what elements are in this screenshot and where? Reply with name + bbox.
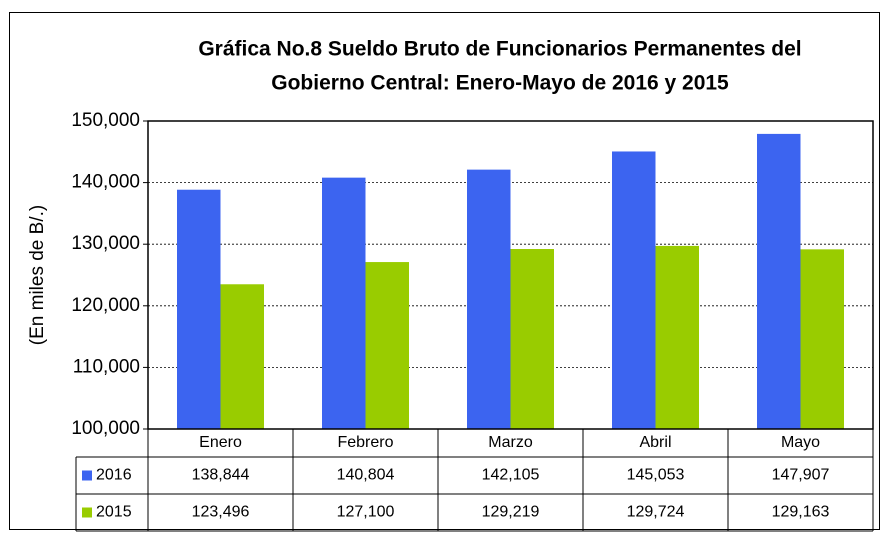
plot-area bbox=[147, 120, 874, 430]
y-tick-label: 150,000 bbox=[71, 110, 140, 131]
bar bbox=[322, 177, 366, 429]
table-cell: 140,804 bbox=[337, 467, 395, 484]
table-cell: 129,724 bbox=[627, 504, 685, 521]
chart-title: Gobierno Central: Enero-Mayo de 2016 y 2… bbox=[271, 72, 729, 95]
y-axis-label: (En miles de B/.) bbox=[27, 205, 48, 345]
bar bbox=[655, 245, 699, 429]
bar bbox=[612, 151, 656, 430]
y-tick-label: 130,000 bbox=[71, 233, 140, 254]
table-cell: 138,844 bbox=[192, 467, 250, 484]
y-tick-label: 110,000 bbox=[73, 356, 140, 377]
bar bbox=[800, 249, 844, 429]
x-tick-label: Enero bbox=[199, 434, 242, 451]
x-tick-label: Abril bbox=[639, 434, 671, 451]
bar bbox=[757, 133, 801, 429]
legend-swatch bbox=[82, 507, 92, 518]
bar bbox=[467, 169, 511, 430]
table-cell: 142,105 bbox=[482, 467, 540, 484]
y-tick-label: 140,000 bbox=[71, 172, 140, 193]
chart-title: Gráfica No.8 Sueldo Bruto de Funcionario… bbox=[198, 38, 801, 61]
table-cell: 129,163 bbox=[772, 504, 830, 521]
y-tick-label: 100,000 bbox=[71, 418, 140, 439]
legend-label: 2016 bbox=[96, 467, 132, 484]
table-cell: 127,100 bbox=[337, 504, 395, 521]
table-cell: 123,496 bbox=[192, 504, 250, 521]
bar bbox=[510, 249, 554, 429]
table-cell: 129,219 bbox=[482, 504, 540, 521]
table-cell: 147,907 bbox=[772, 467, 830, 484]
chart-border bbox=[9, 12, 880, 530]
table-cell: 145,053 bbox=[627, 467, 685, 484]
bar bbox=[365, 262, 409, 429]
y-tick-label: 120,000 bbox=[71, 295, 140, 316]
x-tick-label: Mayo bbox=[781, 434, 820, 451]
legend-label: 2015 bbox=[96, 504, 132, 521]
x-tick-label: Febrero bbox=[337, 434, 393, 451]
x-tick-label: Marzo bbox=[488, 434, 533, 451]
legend-swatch bbox=[82, 470, 92, 481]
bar bbox=[177, 189, 221, 429]
bar bbox=[220, 284, 264, 429]
